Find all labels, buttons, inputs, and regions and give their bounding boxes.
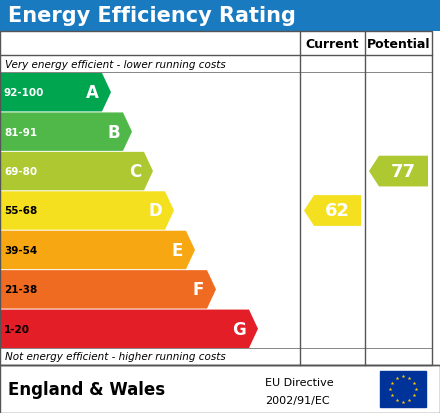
Bar bbox=[0, 365, 440, 413]
Text: D: D bbox=[148, 202, 162, 220]
Polygon shape bbox=[0, 152, 153, 191]
Text: 81-91: 81-91 bbox=[4, 127, 37, 137]
Text: EU Directive: EU Directive bbox=[265, 377, 334, 387]
Bar bbox=[0, 365, 440, 413]
Polygon shape bbox=[0, 310, 258, 348]
Polygon shape bbox=[0, 231, 195, 270]
Text: F: F bbox=[193, 281, 204, 299]
Text: C: C bbox=[129, 163, 141, 180]
Text: 69-80: 69-80 bbox=[4, 167, 37, 177]
Text: Very energy efficient - lower running costs: Very energy efficient - lower running co… bbox=[5, 59, 226, 69]
Bar bbox=[0, 0, 440, 32]
Text: 1-20: 1-20 bbox=[4, 324, 30, 334]
Text: G: G bbox=[232, 320, 246, 338]
Text: 39-54: 39-54 bbox=[4, 245, 37, 255]
Text: England & Wales: England & Wales bbox=[8, 380, 165, 398]
Text: Energy Efficiency Rating: Energy Efficiency Rating bbox=[8, 6, 296, 26]
Polygon shape bbox=[304, 196, 361, 226]
Polygon shape bbox=[0, 74, 111, 112]
Polygon shape bbox=[0, 271, 216, 309]
Polygon shape bbox=[0, 192, 174, 230]
Text: 77: 77 bbox=[391, 163, 416, 180]
Text: Current: Current bbox=[306, 38, 359, 50]
Bar bbox=[0, 32, 432, 365]
Text: B: B bbox=[107, 123, 120, 141]
Text: 2002/91/EC: 2002/91/EC bbox=[265, 394, 330, 405]
Text: Not energy efficient - higher running costs: Not energy efficient - higher running co… bbox=[5, 351, 226, 362]
Bar bbox=[380, 371, 426, 407]
Text: A: A bbox=[86, 84, 99, 102]
Text: 92-100: 92-100 bbox=[4, 88, 44, 98]
Text: 55-68: 55-68 bbox=[4, 206, 37, 216]
Text: Potential: Potential bbox=[367, 38, 430, 50]
Text: 62: 62 bbox=[325, 202, 350, 220]
Polygon shape bbox=[0, 113, 132, 152]
Text: 21-38: 21-38 bbox=[4, 285, 37, 294]
Text: E: E bbox=[172, 241, 183, 259]
Polygon shape bbox=[369, 157, 428, 187]
